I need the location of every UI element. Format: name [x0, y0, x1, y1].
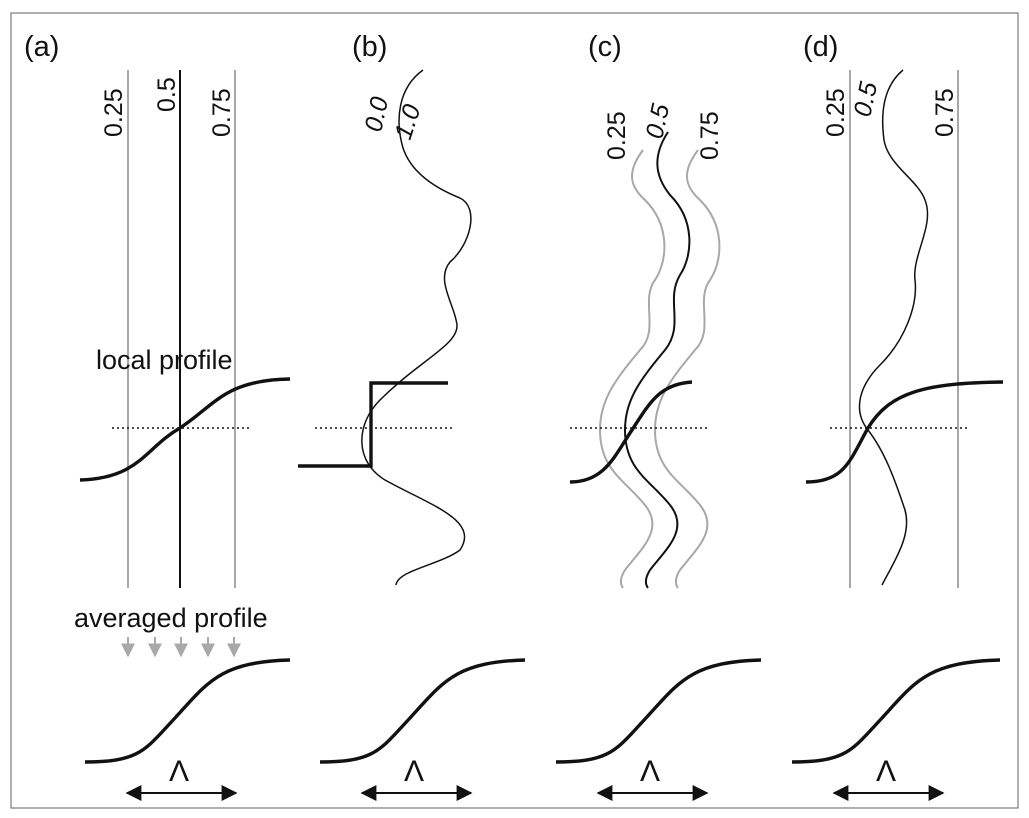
panel-d-local-profile-curve: [805, 380, 1004, 484]
panel-a-averaged-profile-curve: [84, 658, 291, 764]
figure-border: [10, 12, 1019, 809]
panel-c-contour-025: [598, 149, 666, 589]
panel-d-label-075: 0.75: [931, 88, 959, 137]
panel-a-letter: (a): [24, 31, 59, 63]
panel-a: (a) 0.25 0.5 0.75 local profile averaged…: [24, 31, 291, 801]
panel-c-local-profile-curve: [569, 380, 693, 484]
panel-a-local-profile-label: local profile: [96, 345, 233, 375]
panel-a-local-profile-curve: [79, 377, 291, 482]
panel-b-letter: (b): [352, 31, 387, 63]
panel-b-label-10: 1.0: [389, 101, 426, 143]
panel-b: (b) 0.0 1.0 Λ: [298, 31, 526, 801]
panel-d-width-symbol: Λ: [876, 755, 896, 788]
panel-b-width-symbol: Λ: [404, 755, 424, 788]
panel-a-averaged-profile-label: averaged profile: [74, 603, 268, 633]
panel-d: (d) 0.25 0.5 0.75 Λ: [791, 31, 1004, 801]
panel-d-letter: (d): [803, 31, 838, 63]
panel-c-label-05: 0.5: [640, 101, 675, 141]
panel-c-label-075: 0.75: [696, 111, 724, 160]
panel-b-averaged-profile-curve: [319, 658, 526, 764]
panel-b-label-00: 0.0: [359, 94, 394, 134]
panel-a-label-05: 0.5: [153, 77, 181, 112]
panel-d-label-025: 0.25: [822, 88, 850, 137]
panel-a-label-025: 0.25: [100, 88, 128, 137]
panel-c: (c) 0.25 0.5 0.75 Λ: [555, 31, 762, 801]
panel-a-label-075: 0.75: [208, 88, 236, 137]
panel-b-contour-curve: [361, 69, 472, 586]
panel-c-label-025: 0.25: [603, 111, 631, 160]
panel-a-width-symbol: Λ: [169, 755, 189, 788]
panel-c-averaged-profile-curve: [555, 658, 762, 764]
panel-c-contour-05: [623, 131, 691, 589]
panel-d-contour-05: [858, 69, 929, 586]
panel-c-contour-075: [653, 149, 721, 589]
panel-d-averaged-profile-curve: [791, 658, 1001, 764]
panel-b-local-profile-step: [298, 381, 448, 468]
panel-c-letter: (c): [588, 31, 622, 63]
panel-c-width-symbol: Λ: [640, 755, 660, 788]
panel-d-label-05: 0.5: [848, 79, 883, 119]
